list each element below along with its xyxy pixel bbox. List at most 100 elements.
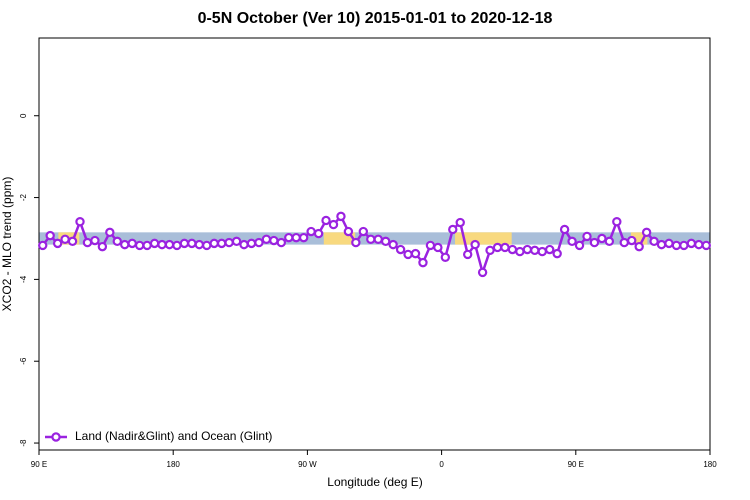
x-tick-label: 90 E <box>568 460 584 469</box>
data-point <box>597 233 607 244</box>
y-tick-label: -6 <box>19 357 28 365</box>
data-point <box>321 215 331 226</box>
data-point <box>38 240 48 251</box>
data-point <box>142 240 152 251</box>
data-point <box>507 244 518 255</box>
data-point <box>567 236 577 247</box>
data-point <box>120 239 130 250</box>
data-point <box>403 249 413 260</box>
data-point <box>231 236 242 247</box>
data-point <box>90 235 100 246</box>
data-point <box>60 234 70 244</box>
data-point <box>380 236 391 247</box>
data-point <box>224 237 234 248</box>
y-axis-label: XCO2 - MLO trend (ppm) <box>0 177 14 312</box>
x-tick-label: 90 E <box>31 460 47 469</box>
data-point <box>82 237 93 248</box>
data-point <box>97 241 108 252</box>
data-point <box>500 242 510 253</box>
data-point <box>552 248 562 259</box>
legend-label: Land (Nadir&Glint) and Ocean (Glint) <box>75 429 272 443</box>
data-point <box>686 238 697 249</box>
data-point <box>336 211 346 222</box>
data-point <box>105 227 115 238</box>
data-point <box>239 239 249 250</box>
data-point <box>492 242 503 253</box>
data-point <box>351 237 361 248</box>
data-point <box>52 238 63 249</box>
data-point <box>187 238 197 249</box>
data-point <box>641 227 652 238</box>
data-point <box>679 240 689 251</box>
data-point <box>149 238 160 249</box>
y-tick-label: 0 <box>19 113 28 118</box>
data-point <box>694 239 704 250</box>
data-point <box>127 238 137 249</box>
data-point <box>418 257 428 268</box>
data-point <box>485 245 495 256</box>
data-point <box>671 240 682 251</box>
data-point <box>254 237 264 248</box>
data-point <box>462 249 473 260</box>
data-point <box>112 236 122 247</box>
data-point <box>574 240 585 251</box>
x-tick-label: 180 <box>703 460 717 469</box>
data-point <box>358 226 369 237</box>
data-point <box>537 246 547 257</box>
data-point <box>470 239 480 250</box>
data-point <box>619 237 629 248</box>
data-point <box>477 267 488 278</box>
data-point <box>627 235 637 246</box>
data-point <box>343 226 354 237</box>
data-point <box>440 252 451 262</box>
data-point <box>216 238 227 249</box>
data-point <box>649 236 659 247</box>
data-point <box>515 246 525 257</box>
data-point <box>313 228 324 239</box>
data-point <box>306 226 316 237</box>
data-point <box>261 234 272 244</box>
data-point <box>410 248 421 259</box>
data-point <box>433 242 443 253</box>
data-point <box>589 237 600 248</box>
data-point <box>656 239 667 250</box>
data-point <box>522 244 533 255</box>
x-tick-label: 90 W <box>298 460 317 469</box>
data-point <box>395 244 406 255</box>
data-point <box>202 240 212 251</box>
data-point <box>388 239 398 250</box>
data-point <box>701 240 711 251</box>
data-point <box>45 230 55 241</box>
data-point <box>664 238 674 249</box>
data-point <box>269 235 279 246</box>
data-point <box>209 238 219 249</box>
y-tick-label: -4 <box>19 275 28 283</box>
legend-marker <box>51 432 61 442</box>
data-point <box>530 245 540 256</box>
data-point <box>179 238 190 249</box>
data-point <box>157 239 167 250</box>
y-tick-label: -2 <box>19 193 28 201</box>
data-point <box>373 234 383 244</box>
data-point <box>298 232 309 243</box>
data-point <box>194 239 204 250</box>
x-tick-label: 180 <box>167 460 181 469</box>
data-point <box>67 236 78 247</box>
data-point <box>164 239 175 250</box>
data-point <box>246 238 257 249</box>
chart-title: 0-5N October (Ver 10) 2015-01-01 to 2020… <box>198 10 553 27</box>
x-axis-label: Longitude (deg E) <box>327 475 422 489</box>
y-tick-label: -8 <box>19 439 28 447</box>
band-highlight <box>455 232 512 245</box>
data-point <box>448 224 458 235</box>
x-tick-label: 0 <box>439 460 444 469</box>
data-point <box>291 232 301 243</box>
data-point <box>545 244 555 255</box>
data-point <box>134 240 145 251</box>
data-point <box>172 240 182 251</box>
data-point <box>604 236 615 247</box>
data-point <box>455 217 465 228</box>
data-point <box>612 217 622 227</box>
data-point <box>276 237 287 248</box>
